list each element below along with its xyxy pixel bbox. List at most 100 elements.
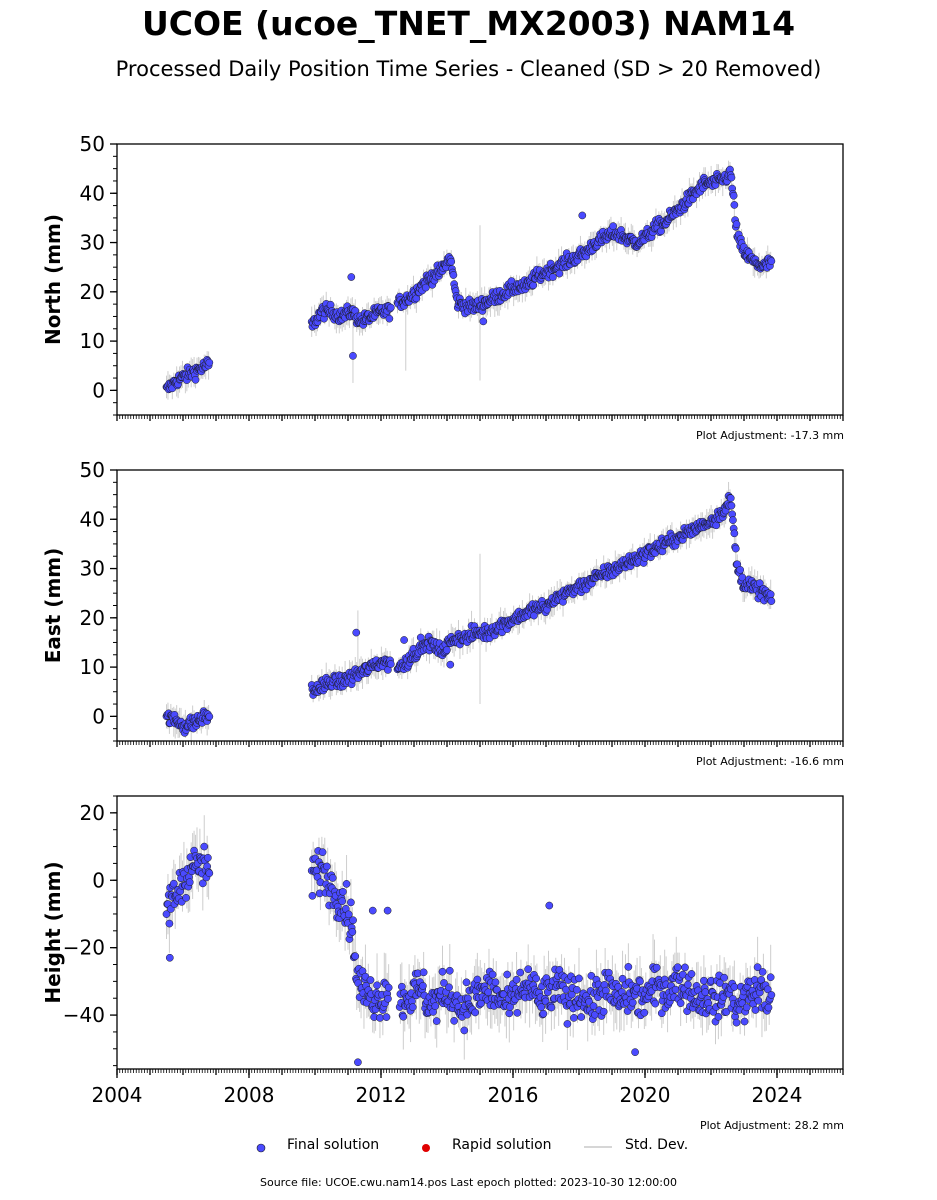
data-point [577, 1013, 586, 1021]
plot-area [162, 815, 776, 1067]
y-tick-label: 20 [80, 606, 105, 630]
data-point [499, 990, 508, 999]
y-tick-label: 20 [80, 280, 105, 304]
data-point [652, 963, 661, 972]
std-dev-line-icon [584, 1146, 612, 1148]
data-point [676, 999, 685, 1008]
y-tick-label: 40 [80, 181, 105, 205]
x-tick-label: 2012 [356, 1083, 407, 1107]
panel-height: −40 −20 0 20 2004 2008 2012 2016 2020 2024 Height … [41, 795, 844, 1107]
data-point [351, 952, 360, 961]
data-point [162, 910, 171, 918]
data-point [348, 928, 357, 936]
legend-std-label: Std. Dev. [625, 1137, 689, 1153]
data-point [549, 273, 557, 281]
data-point [722, 1008, 731, 1016]
data-point [684, 980, 692, 989]
source-footer: Source file: UCOE.cwu.nam14.pos Last epo… [259, 1176, 678, 1189]
data-point [727, 173, 736, 182]
data-point [730, 201, 739, 209]
data-point [599, 1007, 608, 1016]
y-axis-label: North (mm) [41, 214, 65, 345]
data-point [450, 1017, 458, 1025]
data-point [563, 1020, 572, 1028]
final-solution-marker-icon [256, 1143, 266, 1153]
data-point [204, 853, 212, 862]
data-point [491, 978, 500, 987]
data-point [479, 317, 488, 326]
y-tick-label: 0 [92, 378, 105, 402]
panel-east: 0 10 20 30 40 50 East (mm) [41, 458, 844, 747]
data-point [462, 978, 471, 987]
data-point [545, 901, 554, 910]
data-point [609, 222, 617, 230]
data-point [385, 314, 394, 323]
y-tick-label: −20 [63, 936, 105, 960]
y-tick-label: −40 [63, 1003, 105, 1027]
data-point [165, 919, 174, 928]
data-point [651, 999, 660, 1008]
data-point [555, 269, 564, 278]
y-tick-label: 40 [80, 507, 105, 531]
data-point [384, 994, 392, 1003]
data-point [587, 971, 596, 980]
data-point [366, 976, 375, 984]
data-point [443, 646, 451, 654]
data-point [445, 966, 454, 975]
data-point [742, 1003, 751, 1012]
y-tick-label: 0 [92, 704, 105, 728]
data-point [376, 1014, 384, 1022]
data-point [349, 916, 357, 925]
data-point [446, 660, 455, 669]
data-point [575, 974, 583, 983]
data-point [506, 1003, 514, 1011]
x-tick-label: 2004 [92, 1083, 143, 1107]
chart-title: UCOE (ucoe_TNET_MX2003) NAM14 [141, 4, 796, 43]
data-point [631, 1048, 639, 1056]
data-point [730, 529, 739, 538]
data-point [624, 963, 633, 971]
data-point [578, 211, 587, 220]
final-solution-points [162, 492, 776, 737]
data-point [736, 566, 745, 574]
final-solution-points [162, 165, 776, 394]
data-point [383, 906, 392, 915]
data-point [687, 970, 696, 978]
data-point [342, 880, 351, 888]
data-point [628, 998, 637, 1007]
y-tick-label: 30 [80, 231, 105, 255]
data-point [328, 874, 337, 882]
data-point [572, 986, 581, 994]
height-plot-adjustment: Plot Adjustment: 28.2 mm [699, 1119, 844, 1132]
data-point [408, 1003, 417, 1011]
data-point [767, 991, 776, 999]
data-point [386, 660, 395, 668]
axes-frame [116, 795, 844, 1070]
data-point [165, 953, 174, 962]
data-point [529, 281, 538, 290]
data-point [767, 597, 776, 605]
data-point [547, 1003, 556, 1012]
data-point [754, 996, 763, 1005]
data-point [449, 271, 458, 279]
data-point [732, 220, 741, 229]
data-point [198, 879, 207, 888]
data-point [513, 1009, 522, 1017]
data-point [473, 975, 482, 984]
data-point [751, 1006, 760, 1014]
data-point [344, 910, 353, 919]
data-point [636, 977, 644, 986]
data-point [185, 878, 194, 887]
data-point [512, 975, 521, 984]
data-point [640, 1008, 649, 1017]
data-point [766, 973, 775, 982]
data-point [386, 303, 395, 312]
data-point [205, 358, 214, 367]
data-point [354, 1058, 362, 1067]
data-point [732, 1018, 741, 1027]
data-point [714, 1012, 723, 1021]
data-point [740, 1017, 749, 1026]
data-point [657, 1009, 666, 1018]
y-tick-label: 50 [80, 132, 105, 156]
data-point [729, 191, 738, 200]
